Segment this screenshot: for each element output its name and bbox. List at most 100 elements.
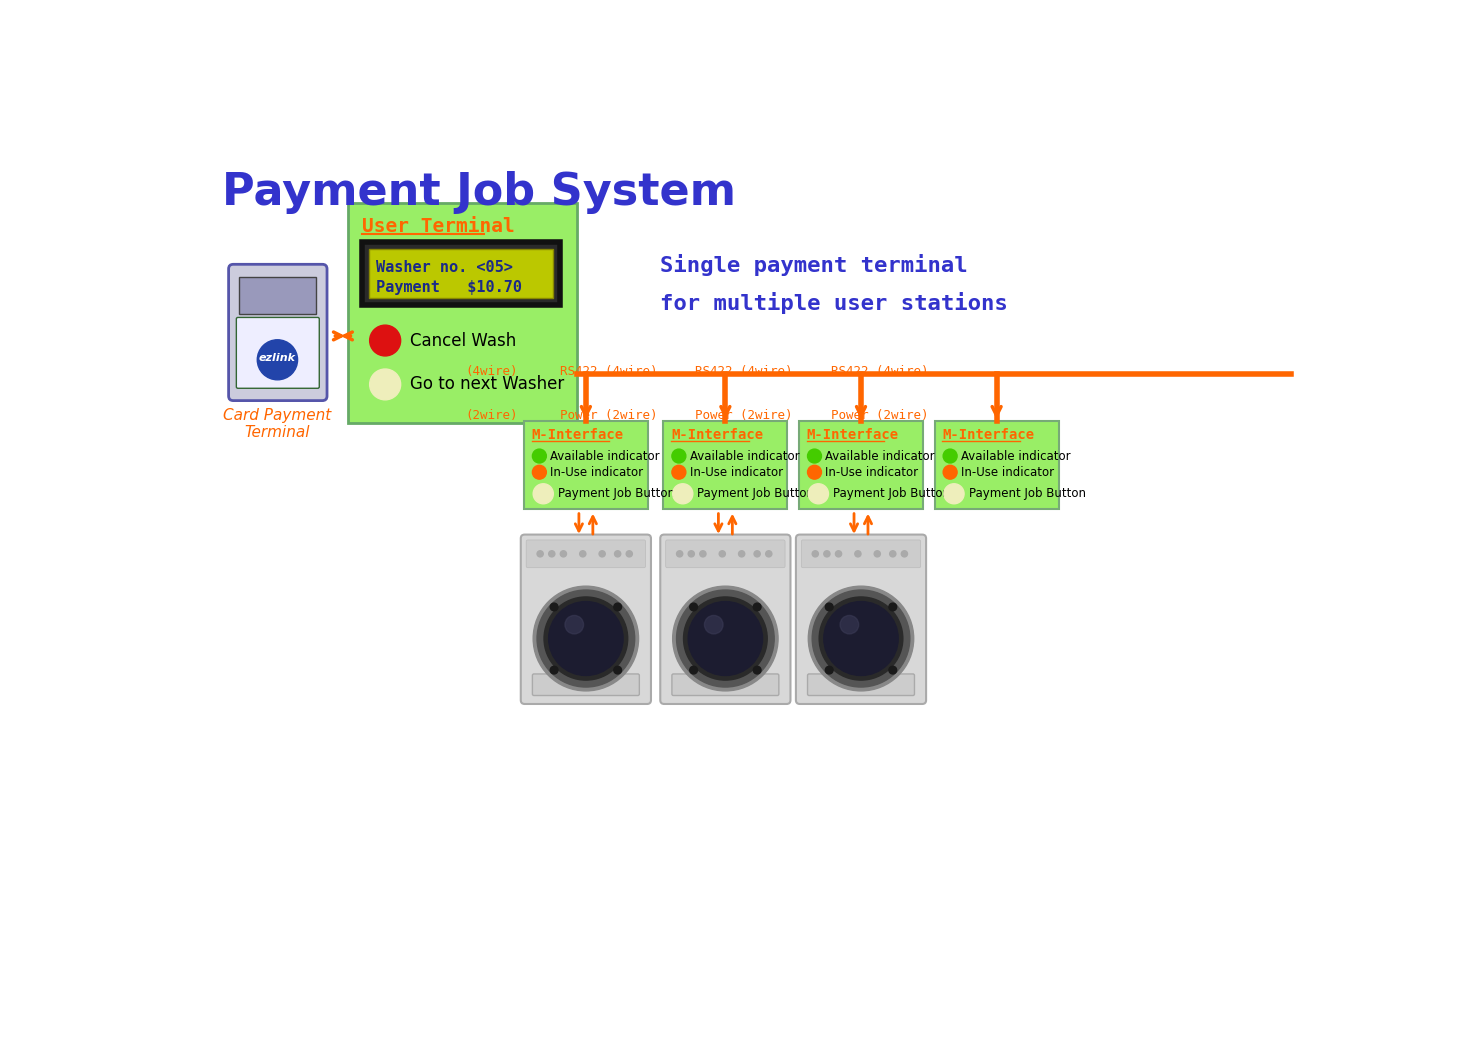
Circle shape [688, 551, 695, 557]
Circle shape [598, 551, 606, 557]
Circle shape [673, 586, 778, 690]
Circle shape [944, 465, 957, 480]
Circle shape [840, 616, 859, 633]
Circle shape [890, 551, 895, 557]
Circle shape [614, 666, 622, 674]
Circle shape [753, 603, 761, 611]
FancyBboxPatch shape [935, 421, 1059, 509]
Text: Washer no. <05>: Washer no. <05> [376, 260, 512, 275]
Circle shape [560, 551, 566, 557]
Circle shape [676, 590, 774, 687]
Circle shape [753, 666, 761, 674]
Circle shape [689, 603, 698, 611]
Text: Payment   $10.70: Payment $10.70 [376, 280, 522, 295]
Circle shape [720, 551, 726, 557]
Circle shape [550, 603, 557, 611]
Text: Available indicator: Available indicator [961, 450, 1071, 463]
FancyBboxPatch shape [808, 674, 914, 696]
Circle shape [533, 586, 638, 690]
Text: Payment Job Button: Payment Job Button [969, 487, 1086, 501]
Circle shape [753, 551, 761, 557]
Text: M-Interface: M-Interface [942, 428, 1034, 443]
FancyBboxPatch shape [660, 534, 790, 704]
Circle shape [705, 616, 723, 633]
Text: Card Payment
Terminal: Card Payment Terminal [224, 408, 332, 440]
Text: In-Use indicator: In-Use indicator [550, 466, 644, 479]
Circle shape [688, 602, 762, 676]
FancyBboxPatch shape [666, 540, 786, 568]
Text: Payment Job System: Payment Job System [221, 171, 736, 214]
Circle shape [835, 551, 841, 557]
FancyBboxPatch shape [524, 421, 648, 509]
Text: RS422 (4wire)

Power (2wire): RS422 (4wire) Power (2wire) [695, 365, 793, 423]
Text: In-Use indicator: In-Use indicator [825, 466, 919, 479]
Circle shape [676, 551, 683, 557]
Circle shape [537, 551, 543, 557]
Text: M-Interface: M-Interface [531, 428, 623, 443]
Circle shape [819, 597, 903, 680]
Circle shape [579, 551, 585, 557]
Text: Available indicator: Available indicator [550, 450, 660, 463]
FancyBboxPatch shape [533, 674, 639, 696]
Circle shape [824, 602, 898, 676]
Circle shape [739, 551, 745, 557]
Text: RS422 (4wire)

Power (2wire): RS422 (4wire) Power (2wire) [560, 365, 657, 423]
Circle shape [549, 602, 623, 676]
Text: Available indicator: Available indicator [689, 450, 799, 463]
FancyBboxPatch shape [527, 540, 645, 568]
Circle shape [614, 551, 620, 557]
Text: In-Use indicator: In-Use indicator [689, 466, 783, 479]
Text: Payment Job Button: Payment Job Button [698, 487, 815, 501]
Circle shape [854, 551, 862, 557]
Circle shape [537, 590, 635, 687]
FancyBboxPatch shape [237, 317, 319, 388]
Text: Payment Job Button: Payment Job Button [832, 487, 949, 501]
Circle shape [890, 603, 897, 611]
Circle shape [565, 616, 584, 633]
Circle shape [257, 339, 297, 379]
Circle shape [825, 666, 832, 674]
FancyBboxPatch shape [348, 203, 576, 423]
Text: Go to next Washer: Go to next Washer [410, 375, 565, 393]
Circle shape [808, 449, 822, 463]
Circle shape [672, 465, 686, 480]
Circle shape [549, 551, 554, 557]
Circle shape [812, 551, 818, 557]
FancyBboxPatch shape [240, 276, 316, 314]
Circle shape [614, 603, 622, 611]
Circle shape [808, 586, 914, 690]
Text: M-Interface: M-Interface [806, 428, 898, 443]
FancyBboxPatch shape [672, 674, 778, 696]
Circle shape [812, 590, 910, 687]
Circle shape [944, 449, 957, 463]
Circle shape [673, 484, 693, 504]
Text: Cancel Wash: Cancel Wash [410, 332, 516, 350]
Text: Single payment terminal
for multiple user stations: Single payment terminal for multiple use… [660, 254, 1007, 314]
Circle shape [824, 551, 830, 557]
Circle shape [689, 666, 698, 674]
FancyBboxPatch shape [796, 534, 926, 704]
Text: (4wire)

(2wire): (4wire) (2wire) [465, 365, 518, 423]
FancyBboxPatch shape [663, 421, 787, 509]
Circle shape [890, 666, 897, 674]
Circle shape [672, 449, 686, 463]
Text: In-Use indicator: In-Use indicator [961, 466, 1055, 479]
FancyBboxPatch shape [521, 534, 651, 704]
Circle shape [370, 325, 401, 356]
Circle shape [550, 666, 557, 674]
Circle shape [699, 551, 707, 557]
Text: ezlink: ezlink [259, 353, 296, 364]
Circle shape [370, 369, 401, 399]
Circle shape [901, 551, 907, 557]
Circle shape [683, 597, 767, 680]
Text: RS422 (4wire)

Power (2wire): RS422 (4wire) Power (2wire) [831, 365, 929, 423]
Circle shape [544, 597, 628, 680]
Circle shape [533, 465, 546, 480]
Circle shape [533, 484, 553, 504]
Circle shape [765, 551, 772, 557]
Text: M-Interface: M-Interface [672, 428, 764, 443]
Circle shape [875, 551, 881, 557]
Circle shape [825, 603, 832, 611]
Circle shape [626, 551, 632, 557]
FancyBboxPatch shape [802, 540, 920, 568]
